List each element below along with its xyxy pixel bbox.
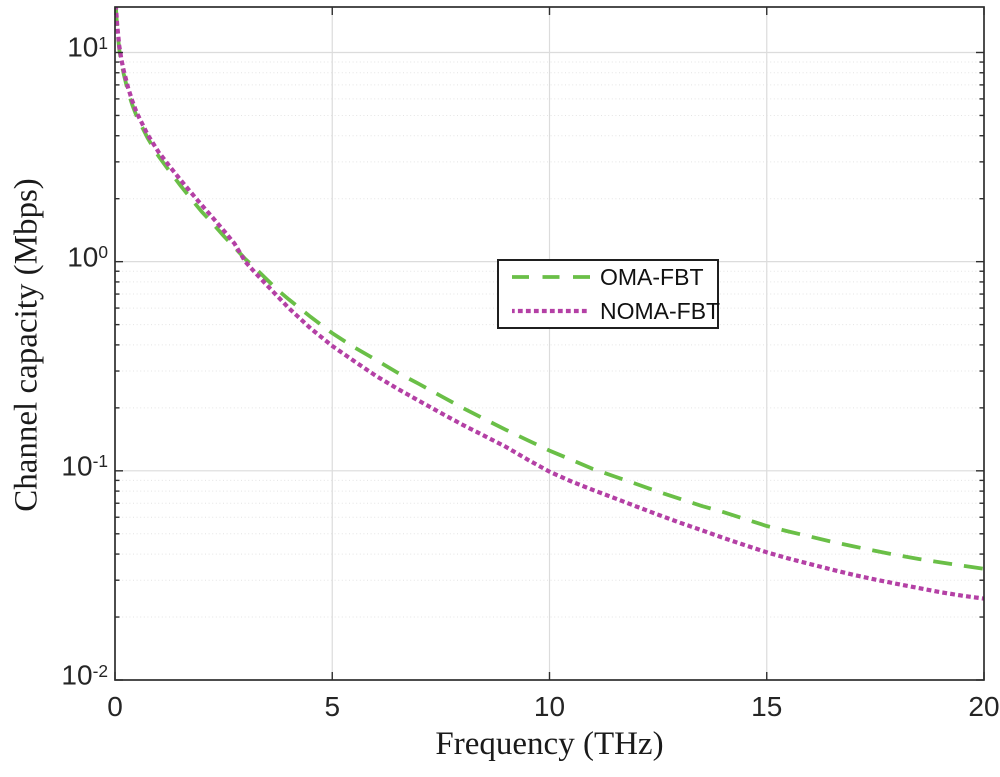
y-tick-label-10e-1: 10-1 (61, 450, 108, 482)
legend-line-sample-dashed (512, 275, 590, 279)
y-axis-label: Channel capacity (Mbps) (8, 178, 45, 512)
series-line-noma-fbt (115, 7, 984, 601)
legend-label-noma-fbt: NOMA-FBT (600, 297, 721, 324)
x-tick-label-15: 15 (751, 691, 783, 722)
x-tick-label-0: 0 (107, 691, 123, 722)
legend-label-oma-fbt: OMA-FBT (600, 263, 704, 290)
x-tick-label-5: 5 (324, 691, 341, 722)
legend-item-noma-fbt: NOMA-FBT (512, 297, 721, 325)
y-tick-label-10e-2: 10-2 (61, 659, 108, 691)
legend-item-oma-fbt: OMA-FBT (512, 264, 717, 291)
y-tick-label-10e0: 100 (67, 240, 108, 272)
legend: OMA-FBT NOMA-FBT (497, 259, 721, 329)
x-tick-label-20: 20 (968, 691, 1000, 722)
x-tick-label-10: 10 (533, 691, 566, 722)
x-axis-label: Frequency (THz) (435, 726, 664, 762)
y-tick-label-10e1: 101 (67, 31, 108, 63)
legend-line-sample-dotted (512, 308, 590, 314)
